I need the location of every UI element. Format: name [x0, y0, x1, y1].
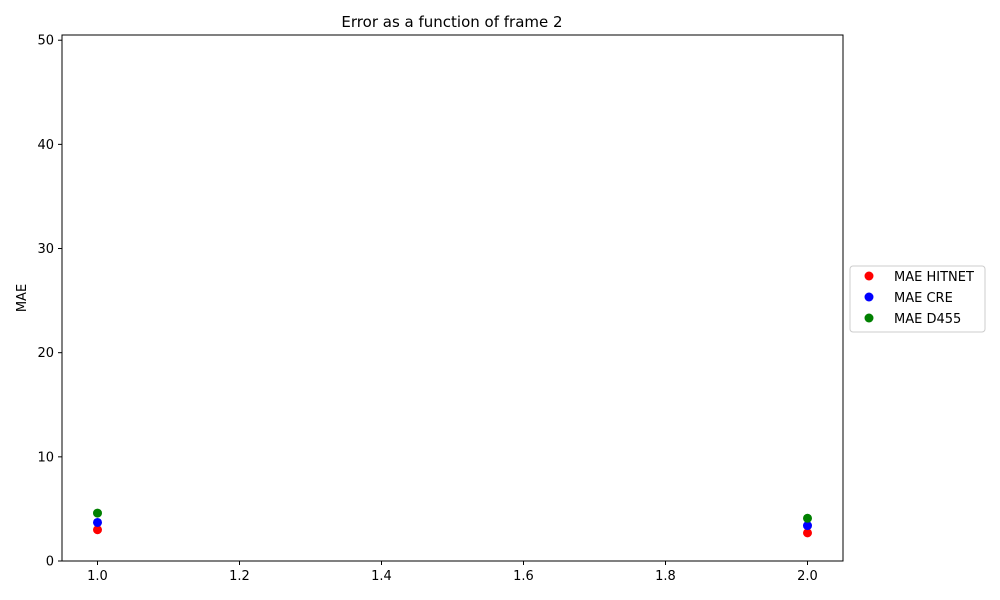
- data-point-cre: [803, 521, 812, 531]
- x-tick-label: 1.4: [371, 569, 392, 584]
- legend-marker-d455: [864, 313, 874, 323]
- x-tick-label: 1.0: [87, 569, 108, 584]
- y-tick-label: 40: [37, 138, 54, 153]
- legend-label-hitnet: MAE HITNET: [894, 270, 974, 285]
- legend-item-d455: MAE D455: [864, 312, 961, 327]
- legend-item-cre: MAE CRE: [864, 291, 953, 306]
- y-tick-label: 50: [37, 34, 54, 49]
- y-tick-label: 10: [37, 450, 54, 465]
- data-point-hitnet: [803, 528, 812, 538]
- axes-frame: [61, 34, 844, 562]
- legend-marker-cre: [864, 292, 874, 302]
- y-tick-label: 30: [37, 242, 54, 257]
- legend: MAE HITNET MAE CRE MAE D455: [849, 265, 986, 333]
- legend-label-cre: MAE CRE: [894, 291, 953, 306]
- y-tick-label: 20: [37, 346, 54, 361]
- x-axis: 1.0 1.2 1.4 1.6 1.8 2.0: [87, 561, 818, 584]
- x-tick-label: 1.2: [229, 569, 250, 584]
- data-point-d455: [803, 513, 812, 523]
- data-point-d455: [93, 508, 102, 518]
- y-axis-label: MAE: [15, 284, 30, 312]
- x-tick-label: 1.6: [513, 569, 534, 584]
- legend-item-hitnet: MAE HITNET: [864, 270, 974, 285]
- legend-frame: [849, 265, 986, 333]
- x-tick-label: 2.0: [797, 569, 818, 584]
- plot-area: 1.0 1.2 1.4 1.6 1.8 2.0 0 10 20 30 40 50: [37, 34, 844, 584]
- chart-title: Error as a function of frame 2: [341, 13, 562, 31]
- data-point-cre: [93, 517, 102, 527]
- x-tick-label: 1.8: [655, 569, 676, 584]
- data-point-hitnet: [93, 525, 102, 535]
- legend-label-d455: MAE D455: [894, 312, 961, 327]
- y-axis: 0 10 20 30 40 50: [37, 34, 62, 570]
- y-tick-label: 0: [46, 555, 54, 570]
- legend-marker-hitnet: [864, 271, 874, 281]
- data-markers: [93, 508, 812, 538]
